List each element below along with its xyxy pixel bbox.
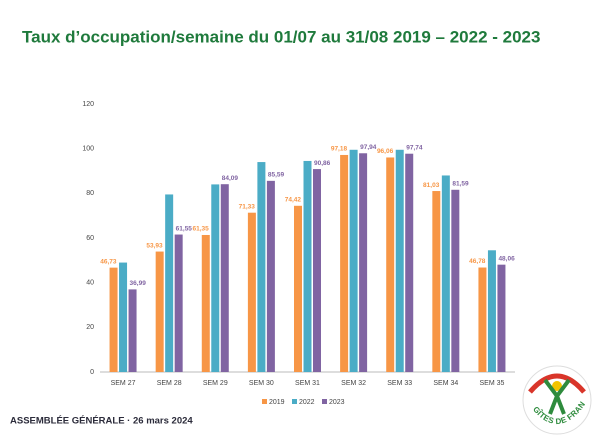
- bar: [340, 154, 349, 372]
- value-label: 84,09: [222, 175, 239, 182]
- bar: [441, 175, 450, 372]
- x-tick-label: SEM 29: [203, 380, 228, 387]
- bar: [386, 157, 395, 372]
- bar: [359, 153, 368, 372]
- bar: [497, 264, 506, 372]
- bar: [201, 234, 210, 372]
- bar: [247, 212, 256, 372]
- y-tick-label: 80: [86, 190, 94, 197]
- legend-label: 2019: [269, 399, 285, 406]
- y-tick-label: 0: [90, 369, 94, 376]
- bar: [220, 184, 229, 372]
- value-label: 61,55: [176, 225, 193, 232]
- value-label: 81,59: [452, 181, 469, 188]
- bar: [349, 149, 358, 372]
- y-tick-label: 20: [86, 324, 94, 331]
- x-tick-label: SEM 28: [157, 380, 182, 387]
- bar: [128, 289, 137, 372]
- logo-head: [552, 381, 562, 391]
- bar: [478, 267, 487, 372]
- value-label: 53,93: [146, 242, 163, 249]
- bar: [313, 169, 321, 372]
- value-label: 48,06: [498, 255, 515, 262]
- bar: [119, 262, 128, 372]
- bar: [155, 251, 164, 372]
- x-tick-label: SEM 30: [249, 380, 274, 387]
- chart-title: Taux d’occupation/semaine du 01/07 au 31…: [22, 27, 540, 46]
- footer: ASSEMBLÉE GÉNÉRALE · 26 mars 2024: [10, 416, 193, 427]
- value-label: 36,99: [130, 280, 147, 287]
- legend-label: 2023: [329, 399, 345, 406]
- value-label: 97,94: [360, 144, 377, 151]
- legend-swatch: [292, 399, 297, 404]
- bar: [294, 205, 302, 372]
- value-label: 90,86: [314, 160, 331, 167]
- x-tick-label: SEM 34: [433, 380, 458, 387]
- bar: [109, 267, 118, 372]
- value-label: 74,42: [285, 197, 302, 204]
- y-tick-label: 120: [82, 101, 94, 108]
- value-label: 61,35: [192, 226, 209, 233]
- legend-swatch: [262, 399, 267, 404]
- x-tick-label: SEM 33: [387, 380, 412, 387]
- value-label: 85,59: [268, 172, 285, 179]
- bar: [303, 160, 312, 372]
- logo-roof: [528, 373, 586, 394]
- bar: [211, 184, 220, 372]
- legend-swatch: [322, 399, 327, 404]
- x-tick-label: SEM 35: [479, 380, 504, 387]
- value-label: 46,73: [100, 258, 117, 265]
- x-tick-label: SEM 27: [111, 380, 136, 387]
- bar: [174, 234, 183, 372]
- x-tick-label: SEM 32: [341, 380, 366, 387]
- bar: [432, 191, 441, 372]
- bar: [257, 162, 266, 372]
- logo-figure: [543, 378, 571, 415]
- bar: [395, 149, 404, 372]
- bar: [165, 194, 174, 372]
- bar: [487, 250, 496, 372]
- bar: [266, 180, 275, 372]
- x-tick-label: SEM 31: [295, 380, 320, 387]
- value-label: 97,18: [331, 146, 348, 153]
- value-label: 71,33: [239, 203, 256, 210]
- bar: [405, 153, 414, 372]
- y-tick-label: 100: [82, 146, 94, 153]
- y-tick-label: 60: [86, 235, 94, 242]
- value-label: 96,06: [377, 148, 394, 155]
- value-label: 46,78: [469, 258, 486, 265]
- value-label: 97,74: [406, 144, 423, 151]
- value-label: 81,03: [423, 182, 440, 189]
- legend-label: 2022: [299, 399, 315, 406]
- bar: [451, 189, 460, 372]
- y-tick-label: 40: [86, 280, 94, 287]
